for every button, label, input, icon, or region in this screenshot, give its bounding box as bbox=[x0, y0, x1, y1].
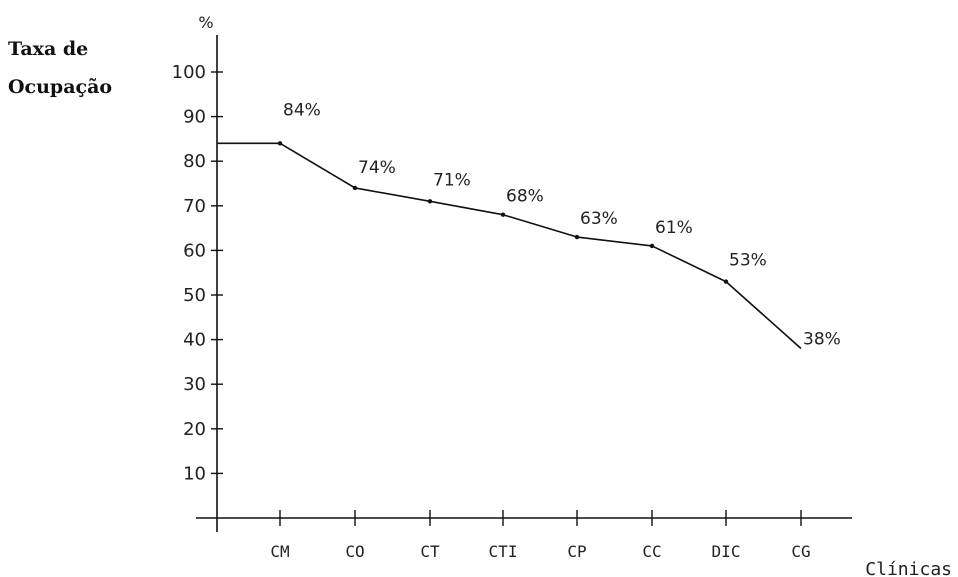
y-axis-unit: % bbox=[198, 13, 213, 32]
x-tick-label: DIC bbox=[712, 542, 741, 561]
x-tick-label: CG bbox=[791, 542, 810, 561]
data-point bbox=[574, 234, 580, 240]
y-tick-label: 70 bbox=[183, 196, 206, 217]
y-tick-label: 40 bbox=[183, 330, 206, 351]
data-label: 71% bbox=[433, 170, 471, 190]
data-label: 38% bbox=[803, 330, 841, 350]
y-tick-label: 50 bbox=[183, 285, 206, 306]
x-axis-title: Clínicas bbox=[865, 559, 952, 577]
data-label: 74% bbox=[358, 158, 396, 178]
data-point bbox=[723, 279, 729, 284]
x-tick-label: CO bbox=[345, 542, 364, 561]
data-point bbox=[500, 212, 506, 217]
x-tick-label: CC bbox=[642, 542, 661, 561]
data-label: 68% bbox=[506, 187, 544, 207]
y-tick-label: 90 bbox=[183, 107, 206, 128]
x-tick-label: CP bbox=[567, 542, 586, 561]
y-tick-label: 80 bbox=[183, 151, 206, 172]
y-tick-label: 30 bbox=[183, 374, 206, 395]
data-label: 53% bbox=[729, 251, 767, 271]
y-axis-title-line-2: Ocupação bbox=[8, 76, 113, 98]
y-tick-label: 20 bbox=[183, 419, 206, 440]
y-tick-label: 60 bbox=[183, 240, 206, 261]
data-label: 61% bbox=[655, 218, 693, 238]
y-tick-label: 100 bbox=[172, 62, 206, 83]
data-point bbox=[277, 141, 283, 146]
data-point bbox=[352, 185, 358, 191]
series-line bbox=[217, 142, 802, 350]
y-axis-title-line-1: Taxa de bbox=[8, 38, 89, 60]
y-tick-label: 10 bbox=[183, 463, 206, 484]
x-tick-label: CT bbox=[420, 542, 440, 561]
data-label: 84% bbox=[283, 100, 321, 120]
x-tick-label: CM bbox=[270, 542, 289, 561]
data-label: 63% bbox=[580, 209, 618, 229]
data-point bbox=[427, 199, 433, 204]
data-point bbox=[649, 243, 655, 249]
y-axis-title: Taxa de Ocupação bbox=[8, 30, 112, 106]
x-tick-label: CTI bbox=[489, 542, 518, 561]
